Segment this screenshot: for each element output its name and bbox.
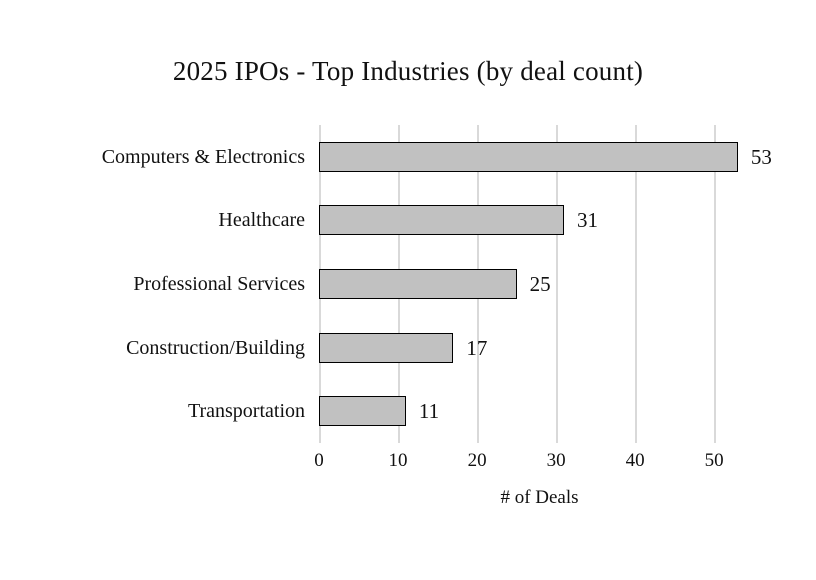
bar-row: Computers & Electronics 53 (102, 141, 772, 172)
x-tick-label: 0 (314, 450, 324, 471)
value-label: 31 (577, 208, 598, 233)
x-tick-label: 40 (625, 450, 645, 471)
x-tick-label: 10 (388, 450, 408, 471)
gridline (635, 125, 637, 443)
bar (319, 141, 738, 172)
gridline (556, 125, 558, 443)
x-axis-title: # of Deals (500, 487, 579, 508)
category-label: Healthcare (218, 209, 305, 232)
bar-row: Professional Services 25 (133, 269, 760, 299)
chart-title: 2025 IPOs - Top Industries (by deal coun… (172, 56, 644, 86)
bar-row: Healthcare 31 (218, 205, 760, 236)
bar (319, 332, 454, 363)
value-label: 25 (529, 272, 551, 296)
value-label: 17 (466, 335, 488, 360)
x-tick-label: 30 (546, 450, 566, 471)
bar-row: Construction/Building 17 (126, 332, 760, 363)
bar (319, 205, 564, 236)
category-label: Transportation (187, 400, 305, 423)
plot-area: # of Deals 0 10 20 30 40 50 Computers & Electr… (102, 125, 772, 508)
gridline (714, 125, 716, 443)
category-label: Computers & Electronics (101, 145, 305, 168)
bar-row: Transportation 11 (188, 396, 760, 427)
category-label: Professional Services (133, 273, 305, 295)
bar (319, 269, 517, 299)
x-tick-label: 50 (704, 450, 724, 471)
value-label: 11 (418, 399, 440, 424)
value-label: 53 (750, 144, 772, 169)
x-tick-label: 20 (467, 450, 487, 471)
bar (319, 396, 406, 427)
category-label: Construction/Building (126, 336, 305, 359)
